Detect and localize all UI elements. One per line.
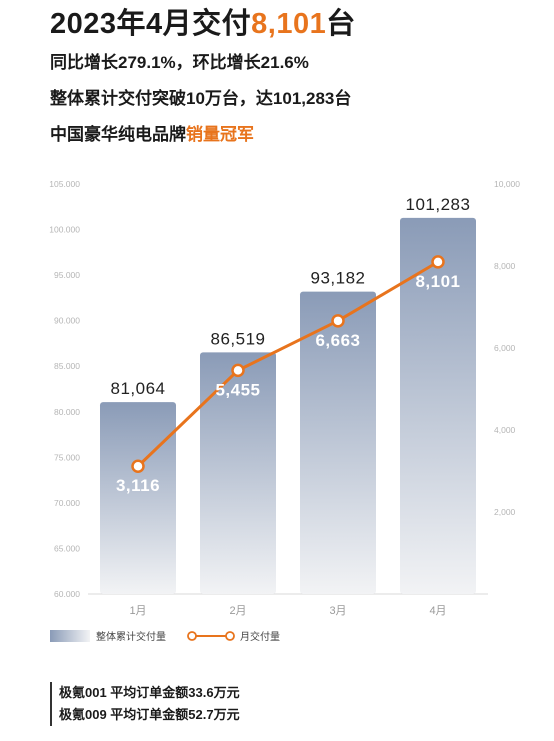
headline-main: 2023年4月交付: [50, 8, 252, 40]
x-category-label: 3月: [329, 605, 346, 617]
y-left-tick-label: 90.000: [54, 316, 80, 326]
bar-value-label: 93,182: [311, 269, 366, 288]
line-value-label: 6,663: [315, 331, 360, 350]
line-point: [231, 363, 245, 378]
y-right-tick-label: 2,000: [494, 507, 516, 517]
x-category-label: 2月: [229, 605, 246, 617]
ranking-accent: 销量冠军: [186, 125, 254, 144]
y-right-tick-label: 6,000: [494, 343, 516, 353]
y-left-tick-label: 70.000: [54, 498, 80, 508]
line-value-label: 3,116: [116, 476, 160, 495]
header: 2023年4月交付8,101台 同比增长279.1%，环比增长21.6% 整体累…: [50, 6, 530, 150]
line-point: [331, 314, 345, 328]
y-left-tick-label: 85.000: [54, 361, 80, 371]
ranking-main: 中国豪华纯电品牌: [50, 125, 186, 144]
bar: [400, 217, 476, 594]
y-left-tick-label: 75.000: [54, 452, 80, 462]
line-value-label: 8,101: [415, 272, 460, 291]
headline: 2023年4月交付8,101台: [50, 6, 530, 42]
legend-bar-label: 整体累计交付量: [96, 630, 166, 643]
bar-value-label: 101,283: [406, 195, 471, 214]
footer-note-009: 极氪009 平均订单金额52.7万元: [59, 707, 240, 722]
footer-notes: 极氪001 平均订单金额33.6万元 极氪009 平均订单金额52.7万元: [50, 682, 240, 726]
y-right-tick-label: 10,000: [494, 179, 520, 189]
x-category-label: 1月: [129, 605, 146, 617]
cumulative-text: 整体累计交付突破10万台，达101,283台: [50, 89, 352, 108]
headline-number: 8,101: [251, 8, 327, 40]
legend-line-label: 月交付量: [240, 630, 280, 643]
y-left-tick-label: 95.000: [54, 270, 80, 280]
headline-suffix: 台: [326, 8, 356, 40]
legend-bar-swatch: [50, 630, 90, 642]
monthly-delivery-line: [136, 260, 439, 468]
y-right-tick-label: 4,000: [494, 425, 516, 435]
delivery-chart: 60.000 65.000 70.000 75.000 80.000 85.000 90.0…: [49, 179, 520, 643]
legend-line-marker: [187, 631, 197, 641]
y-left-tick-label: 100.000: [49, 225, 80, 235]
y-left-tick-label: 80.000: [54, 407, 80, 417]
growth-text: 同比增长279.1%，环比增长21.6%: [50, 53, 309, 72]
bar-value-label: 81,064: [111, 379, 166, 398]
bar: [200, 352, 276, 594]
line-value-label: 5,455: [215, 380, 260, 399]
y-right-tick-label: 8,000: [494, 261, 516, 271]
y-left-tick-label: 60.000: [54, 589, 80, 599]
footer-note-001: 极氪001 平均订单金额33.6万元: [59, 685, 240, 700]
y-left-tick-label: 65.000: [54, 543, 80, 553]
line-point: [131, 459, 145, 473]
bar: [100, 402, 176, 594]
chart-area: 60.000 65.000 70.000 75.000 80.000 85.000 90.0…: [0, 170, 554, 660]
bar-value-label: 86,519: [211, 329, 266, 348]
ranking-text: 中国豪华纯电品牌销量冠军: [50, 120, 530, 150]
bar: [300, 291, 376, 594]
line-point: [431, 255, 445, 269]
x-category-label: 4月: [429, 605, 446, 617]
legend-line-marker: [225, 631, 235, 641]
y-left-tick-label: 105.000: [49, 179, 80, 189]
